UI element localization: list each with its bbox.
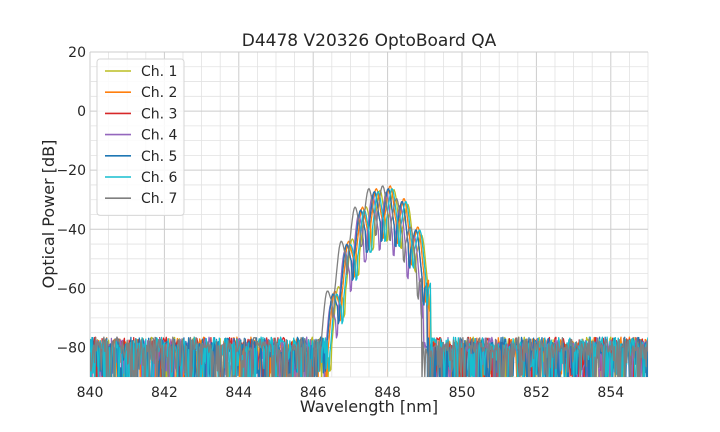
legend-label: Ch. 5 — [141, 149, 177, 165]
x-tick-label: 854 — [597, 385, 624, 401]
y-axis-title: Optical Power [dB] — [39, 140, 58, 289]
legend-label: Ch. 1 — [141, 64, 177, 80]
y-tick-labels: 20 0 −20 −40 −60 −80 — [56, 45, 86, 356]
legend-label: Ch. 2 — [141, 85, 177, 101]
x-tick-labels: 840 842 844 846 848 850 852 854 — [77, 385, 625, 401]
series-line-ch7 — [90, 185, 648, 377]
x-tick-label: 850 — [449, 385, 476, 401]
x-tick-label: 842 — [151, 385, 178, 401]
legend-label: Ch. 4 — [141, 128, 178, 144]
x-tick-label: 846 — [300, 385, 327, 401]
y-tick-label: 0 — [77, 104, 86, 120]
y-tick-label: −40 — [56, 222, 86, 238]
y-tick-label: −60 — [56, 281, 86, 297]
chart-title: D4478 V20326 OptoBoard QA — [242, 31, 497, 51]
x-tick-label: 848 — [374, 385, 401, 401]
x-tick-label: 840 — [77, 385, 104, 401]
x-axis-title: Wavelength [nm] — [300, 397, 438, 416]
legend-label: Ch. 7 — [141, 191, 177, 207]
series-lines — [90, 185, 648, 377]
legend-label: Ch. 3 — [141, 106, 177, 122]
legend: Ch. 1 Ch. 2 Ch. 3 Ch. 4 Ch. 5 Ch. 6 Ch. 7 — [96, 58, 185, 216]
y-tick-label: −80 — [56, 340, 86, 356]
y-tick-label: −20 — [56, 163, 86, 179]
y-tick-label: 20 — [68, 45, 86, 61]
legend-label: Ch. 6 — [141, 170, 178, 186]
x-tick-label: 844 — [225, 385, 252, 401]
x-tick-label: 852 — [523, 385, 550, 401]
